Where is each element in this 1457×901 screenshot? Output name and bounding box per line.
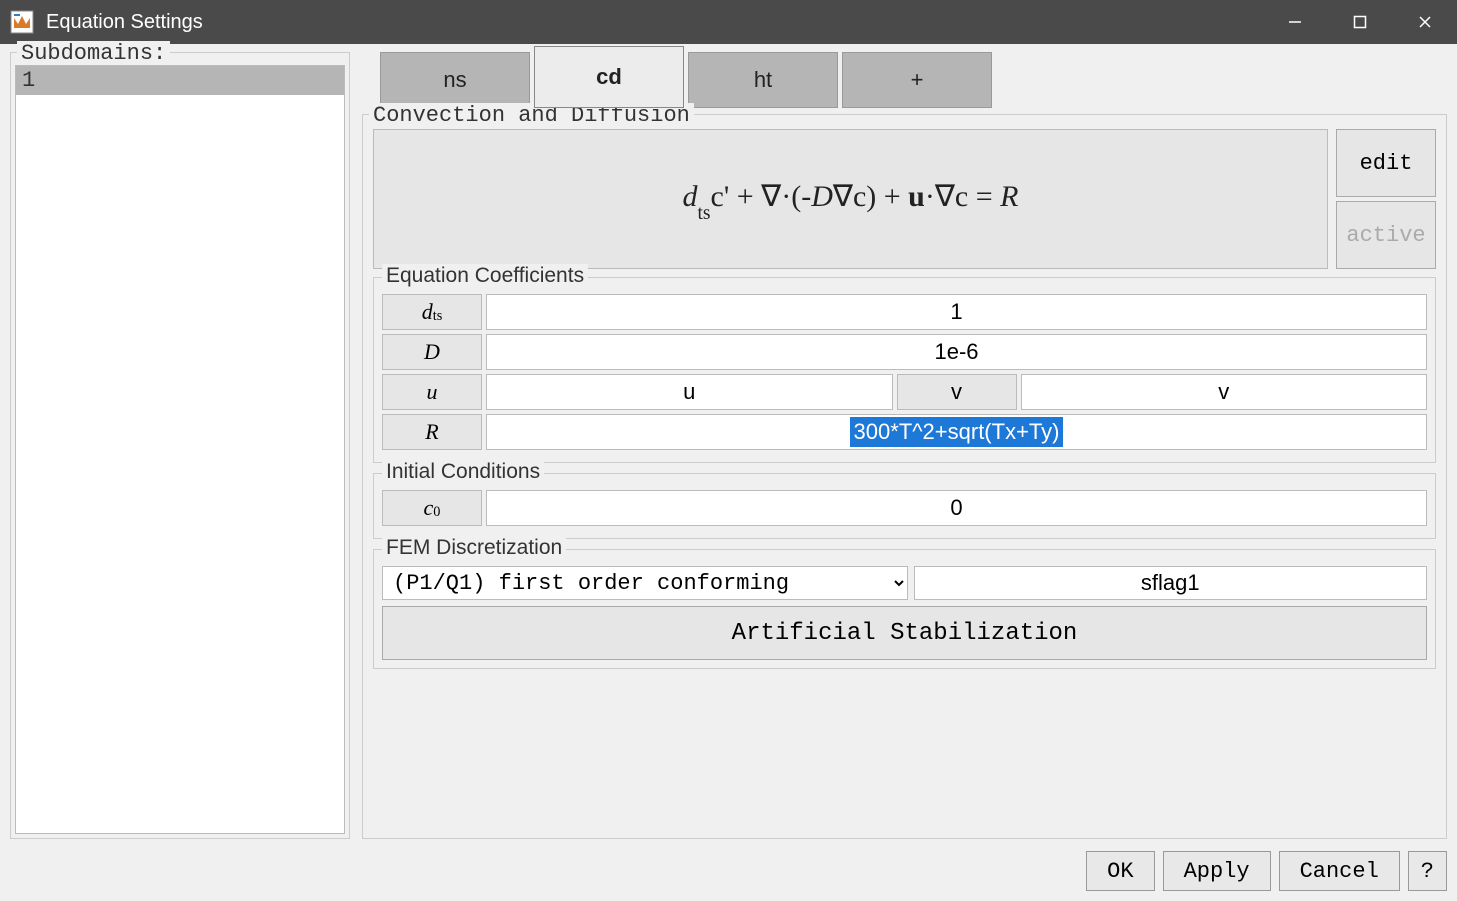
cancel-button[interactable]: Cancel (1279, 851, 1400, 891)
main-area: Subdomains: 1 ns cd ht + Convection and … (10, 52, 1447, 839)
coefficients-fieldset: Equation Coefficients dts D u v (373, 277, 1436, 463)
fem-row: (P1/Q1) first order conforming (382, 566, 1427, 600)
coef-row-c0: c0 (382, 490, 1427, 526)
coef-label-dts: dts (382, 294, 482, 330)
coef-input-c0[interactable] (486, 490, 1427, 526)
tab-add[interactable]: + (842, 52, 992, 108)
equation-row: dtsc' + ∇·(-D∇c) + u·∇c = R edit active (373, 129, 1436, 269)
tab-cd[interactable]: cd (534, 46, 684, 108)
coefficients-label: Equation Coefficients (382, 264, 588, 288)
maximize-button[interactable] (1327, 0, 1392, 44)
subdomains-label: Subdomains: (17, 41, 170, 66)
window-title: Equation Settings (46, 11, 1262, 34)
ok-button[interactable]: OK (1086, 851, 1154, 891)
help-button[interactable]: ? (1408, 851, 1447, 891)
fem-label: FEM Discretization (382, 536, 566, 560)
fem-flag-input[interactable] (914, 566, 1428, 600)
apply-button[interactable]: Apply (1163, 851, 1271, 891)
titlebar: Equation Settings (0, 0, 1457, 44)
coef-label-D: D (382, 334, 482, 370)
coef-label-c0: c0 (382, 490, 482, 526)
active-button[interactable]: active (1336, 201, 1436, 269)
stabilization-button[interactable]: Artificial Stabilization (382, 606, 1427, 660)
dialog-body: Subdomains: 1 ns cd ht + Convection and … (0, 44, 1457, 901)
window-controls (1262, 0, 1457, 44)
coef-input-u1[interactable] (486, 374, 893, 410)
coef-label-R: R (382, 414, 482, 450)
right-panel: ns cd ht + Convection and Diffusion dtsc… (362, 52, 1447, 839)
fem-fieldset: FEM Discretization (P1/Q1) first order c… (373, 549, 1436, 669)
coef-row-u: u v (382, 374, 1427, 410)
coef-mid-u: v (897, 374, 1017, 410)
tab-ht[interactable]: ht (688, 52, 838, 108)
subdomains-panel: Subdomains: 1 (10, 52, 350, 839)
tabs-row: ns cd ht + (362, 52, 1447, 108)
equation-side-buttons: edit active (1336, 129, 1436, 269)
initial-label: Initial Conditions (382, 460, 544, 484)
coef-label-u: u (382, 374, 482, 410)
dialog-buttons: OK Apply Cancel ? (10, 839, 1447, 891)
close-button[interactable] (1392, 0, 1457, 44)
coef-row-R: R 300*T^2+sqrt(Tx+Ty) (382, 414, 1427, 450)
subdomain-item[interactable]: 1 (16, 66, 344, 95)
coef-input-D[interactable] (486, 334, 1427, 370)
coef-input-R[interactable]: 300*T^2+sqrt(Tx+Ty) (486, 414, 1427, 450)
equation-display: dtsc' + ∇·(-D∇c) + u·∇c = R (373, 129, 1328, 269)
initial-fieldset: Initial Conditions c0 (373, 473, 1436, 539)
equation-text: dtsc' + ∇·(-D∇c) + u·∇c = R (683, 179, 1019, 219)
coef-input-dts[interactable] (486, 294, 1427, 330)
coef-value-R: 300*T^2+sqrt(Tx+Ty) (850, 417, 1064, 447)
subdomain-list[interactable]: 1 (15, 65, 345, 834)
app-icon (8, 8, 36, 36)
coef-row-D: D (382, 334, 1427, 370)
minimize-button[interactable] (1262, 0, 1327, 44)
coef-input-u2[interactable] (1021, 374, 1428, 410)
tab-body: Convection and Diffusion dtsc' + ∇·(-D∇c… (362, 114, 1447, 839)
tab-ns[interactable]: ns (380, 52, 530, 108)
coef-row-dts: dts (382, 294, 1427, 330)
edit-button[interactable]: edit (1336, 129, 1436, 197)
fem-select[interactable]: (P1/Q1) first order conforming (382, 566, 908, 600)
